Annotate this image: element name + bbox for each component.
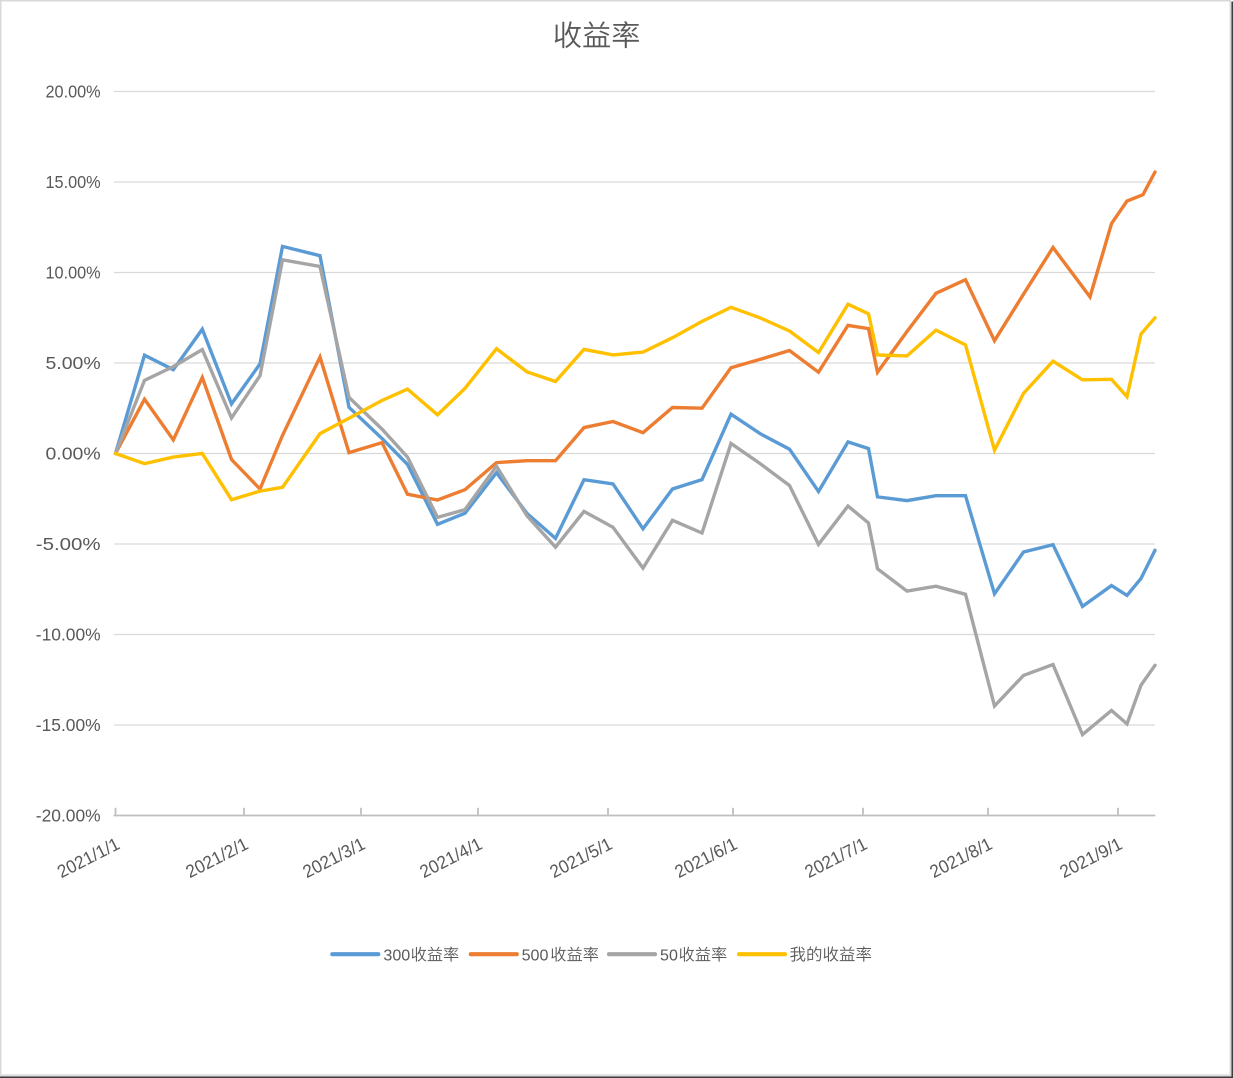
svg-text:50: 50 <box>660 946 678 964</box>
svg-text:-10.00%: -10.00% <box>36 625 101 645</box>
svg-text:0.00%: 0.00% <box>46 444 101 464</box>
svg-text:500: 500 <box>522 946 549 964</box>
svg-text:20.00%: 20.00% <box>46 82 101 102</box>
svg-text:-15.00%: -15.00% <box>36 715 101 735</box>
svg-text:-5.00%: -5.00% <box>36 534 101 554</box>
svg-text:300: 300 <box>383 946 410 964</box>
svg-text:15.00%: 15.00% <box>46 172 101 192</box>
svg-text:5.00%: 5.00% <box>46 353 101 373</box>
svg-text:10.00%: 10.00% <box>46 263 101 283</box>
svg-text:-20.00%: -20.00% <box>36 806 101 826</box>
